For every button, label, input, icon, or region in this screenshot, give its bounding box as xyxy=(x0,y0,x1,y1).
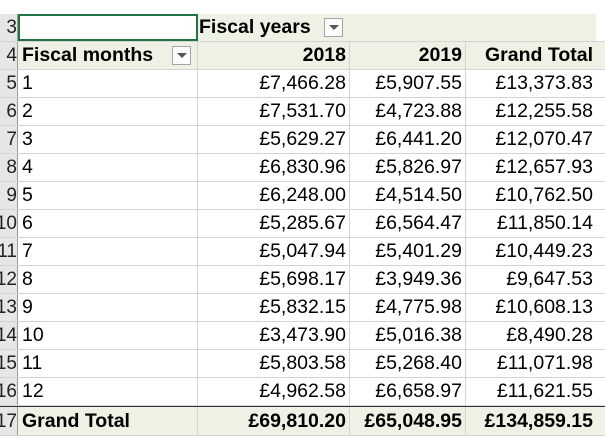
row-header[interactable]: 10 xyxy=(0,210,18,237)
row-total-cell[interactable]: £11,071.98 xyxy=(496,352,593,374)
row-total-cell[interactable]: £11,850.14 xyxy=(496,212,593,234)
row-total-cell[interactable]: £13,373.83 xyxy=(495,72,593,94)
value-2019-cell[interactable]: £4,514.50 xyxy=(350,182,466,209)
row-header[interactable]: 15 xyxy=(0,350,18,377)
grand-total-2019[interactable]: £65,048.95 xyxy=(350,407,466,435)
row-field-cell[interactable]: Fiscal months xyxy=(18,42,198,69)
row-header[interactable]: 11 xyxy=(0,238,18,265)
table-row: 16 12 £4,962.58 £6,658.97 £11,621.55 xyxy=(0,378,605,406)
value-2019-cell[interactable]: £5,016.38 xyxy=(350,322,466,349)
row-total-cell[interactable]: £12,255.58 xyxy=(495,100,593,122)
row-total-cell[interactable]: £12,657.93 xyxy=(495,156,593,178)
table-row: 9 5 £6,248.00 £4,514.50 £10,762.50 xyxy=(0,182,605,210)
row-header[interactable]: 13 xyxy=(0,294,18,321)
table-row: 14 10 £3,473.90 £5,016.38 £8,490.28 xyxy=(0,322,605,350)
row-header[interactable]: 5 xyxy=(0,70,18,97)
value-2019-cell[interactable]: £5,401.29 xyxy=(350,238,466,265)
row-header[interactable]: 9 xyxy=(0,182,18,209)
value-2018-cell[interactable]: £5,285.67 xyxy=(198,210,350,237)
grand-total-overall[interactable]: £134,859.15 xyxy=(466,407,596,435)
row-total-cell[interactable]: £10,608.13 xyxy=(495,296,593,318)
value-2018-cell[interactable]: £5,832.15 xyxy=(198,294,350,321)
table-row: 7 3 £5,629.27 £6,441.20 £12,070.47 xyxy=(0,126,605,154)
value-2019-cell[interactable]: £6,564.47 xyxy=(350,210,466,237)
row-header[interactable]: 16 xyxy=(0,378,18,405)
pivot-column-label-row: 3 Fiscal years xyxy=(0,14,605,42)
column-field-cell[interactable]: Fiscal years xyxy=(198,14,596,41)
grand-total-label[interactable]: Grand Total xyxy=(18,407,198,435)
month-cell[interactable]: 8 xyxy=(18,266,198,293)
value-2019-cell[interactable]: £4,723.88 xyxy=(350,98,466,125)
column-header-2018[interactable]: 2018 xyxy=(198,42,350,69)
pivot-header-row: 4 Fiscal months 2018 2019 Grand Total xyxy=(0,42,605,70)
month-cell[interactable]: 9 xyxy=(18,294,198,321)
table-row: 5 1 £7,466.28 £5,907.55 £13,373.83 xyxy=(0,70,605,98)
value-2018-cell[interactable]: £3,473.90 xyxy=(198,322,350,349)
value-2018-cell[interactable]: £5,698.17 xyxy=(198,266,350,293)
table-row: 15 11 £5,803.58 £5,268.40 £11,071.98 xyxy=(0,350,605,378)
row-total-cell[interactable]: £8,490.28 xyxy=(506,324,593,346)
row-header[interactable]: 8 xyxy=(0,154,18,181)
grand-total-2018[interactable]: £69,810.20 xyxy=(198,407,350,435)
value-2018-cell[interactable]: £7,531.70 xyxy=(198,98,350,125)
table-row: 10 6 £5,285.67 £6,564.47 £11,850.14 xyxy=(0,210,605,238)
table-row: 12 8 £5,698.17 £3,949.36 £9,647.53 xyxy=(0,266,605,294)
value-2019-cell[interactable]: £5,826.97 xyxy=(350,154,466,181)
value-2019-cell[interactable]: £3,949.36 xyxy=(350,266,466,293)
value-2019-cell[interactable]: £4,775.98 xyxy=(350,294,466,321)
row-header[interactable]: 7 xyxy=(0,126,18,153)
value-2019-cell[interactable]: £5,907.55 xyxy=(350,70,466,97)
table-row: 11 7 £5,047.94 £5,401.29 £10,449.23 xyxy=(0,238,605,266)
column-header-2019[interactable]: 2019 xyxy=(350,42,466,69)
row-total-cell[interactable]: £10,762.50 xyxy=(495,184,593,206)
value-2019-cell[interactable]: £6,658.97 xyxy=(350,378,466,405)
month-cell[interactable]: 11 xyxy=(18,350,198,377)
month-cell[interactable]: 6 xyxy=(18,210,198,237)
row-header[interactable]: 14 xyxy=(0,322,18,349)
column-field-label: Fiscal years xyxy=(199,16,311,38)
row-total-cell[interactable]: £9,647.53 xyxy=(506,268,593,290)
row-filter-button[interactable] xyxy=(172,46,191,65)
month-cell[interactable]: 10 xyxy=(18,322,198,349)
table-row: 13 9 £5,832.15 £4,775.98 £10,608.13 xyxy=(0,294,605,322)
row-header[interactable]: 17 xyxy=(0,407,18,435)
row-header[interactable]: 6 xyxy=(0,98,18,125)
selected-cell[interactable] xyxy=(18,14,198,41)
grand-total-row: 17 Grand Total £69,810.20 £65,048.95 £13… xyxy=(0,406,605,436)
month-cell[interactable]: 2 xyxy=(18,98,198,125)
row-header[interactable]: 4 xyxy=(0,42,18,69)
month-cell[interactable]: 5 xyxy=(18,182,198,209)
value-2018-cell[interactable]: £5,047.94 xyxy=(198,238,350,265)
table-row: 8 4 £6,830.96 £5,826.97 £12,657.93 xyxy=(0,154,605,182)
table-row: 6 2 £7,531.70 £4,723.88 £12,255.58 xyxy=(0,98,605,126)
month-cell[interactable]: 4 xyxy=(18,154,198,181)
value-2018-cell[interactable]: £6,248.00 xyxy=(198,182,350,209)
month-cell[interactable]: 1 xyxy=(18,70,198,97)
column-header-grand-total[interactable]: Grand Total xyxy=(466,42,596,69)
row-total-cell[interactable]: £12,070.47 xyxy=(495,128,593,150)
value-2019-cell[interactable]: £6,441.20 xyxy=(350,126,466,153)
row-header[interactable]: 3 xyxy=(0,14,18,41)
month-cell[interactable]: 3 xyxy=(18,126,198,153)
value-2019-cell[interactable]: £5,268.40 xyxy=(350,350,466,377)
value-2018-cell[interactable]: £5,629.27 xyxy=(198,126,350,153)
value-2018-cell[interactable]: £5,803.58 xyxy=(198,350,350,377)
value-2018-cell[interactable]: £4,962.58 xyxy=(198,378,350,405)
value-2018-cell[interactable]: £6,830.96 xyxy=(198,154,350,181)
row-total-cell[interactable]: £11,621.55 xyxy=(496,380,593,402)
row-field-label: Fiscal months xyxy=(22,44,154,66)
month-cell[interactable]: 12 xyxy=(18,378,198,405)
month-cell[interactable]: 7 xyxy=(18,238,198,265)
row-header[interactable]: 12 xyxy=(0,266,18,293)
column-filter-button[interactable] xyxy=(324,18,343,37)
value-2018-cell[interactable]: £7,466.28 xyxy=(198,70,350,97)
row-total-cell[interactable]: £10,449.23 xyxy=(495,240,593,262)
